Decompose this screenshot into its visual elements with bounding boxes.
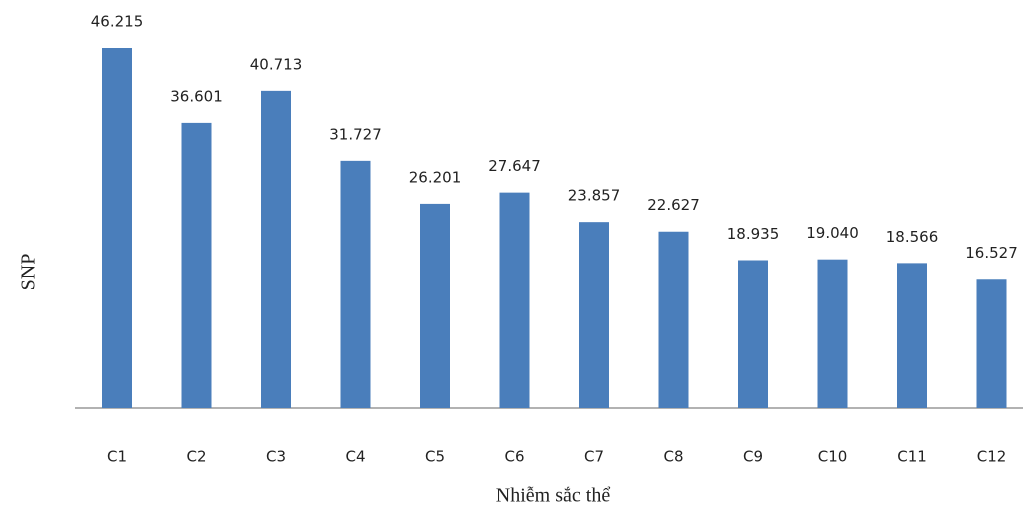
bar — [658, 231, 689, 408]
bar — [102, 48, 132, 408]
value-label: 23.857 — [568, 187, 621, 205]
x-tick-label: C10 — [818, 448, 848, 466]
x-tick-label: C2 — [186, 448, 206, 466]
value-label: 27.647 — [488, 157, 541, 175]
value-label: 46.215 — [91, 13, 144, 31]
x-tick-label: C4 — [345, 448, 365, 466]
value-label: 22.627 — [647, 196, 700, 214]
bar — [897, 263, 927, 408]
x-tick-label: C3 — [266, 448, 286, 466]
x-tick-label: C8 — [663, 448, 683, 466]
bar — [261, 90, 291, 408]
value-label: 16.527 — [965, 244, 1018, 262]
x-tick-label: C1 — [107, 448, 127, 466]
value-label: 19.040 — [806, 224, 859, 242]
value-label: 31.727 — [329, 125, 382, 143]
x-tick-label: C6 — [504, 448, 524, 466]
bar — [738, 260, 768, 408]
x-tick-label: C11 — [897, 448, 927, 466]
x-tick-label: C12 — [977, 448, 1007, 466]
bar — [499, 192, 530, 408]
value-label: 18.935 — [727, 225, 780, 243]
x-axis-label: Nhiễm sắc thể — [496, 485, 611, 507]
x-tick-label: C7 — [584, 448, 604, 466]
bar — [420, 203, 450, 408]
y-axis-label: SNP — [18, 254, 40, 291]
value-label: 26.201 — [409, 168, 462, 186]
x-tick-label: C9 — [743, 448, 763, 466]
bar — [976, 279, 1007, 408]
value-label: 18.566 — [886, 228, 939, 246]
x-tick-label: C5 — [425, 448, 445, 466]
value-label: 36.601 — [170, 87, 223, 105]
bar — [579, 222, 609, 408]
bar — [181, 122, 212, 409]
bar — [340, 160, 371, 408]
bar — [817, 259, 848, 408]
value-label: 40.713 — [250, 55, 303, 73]
